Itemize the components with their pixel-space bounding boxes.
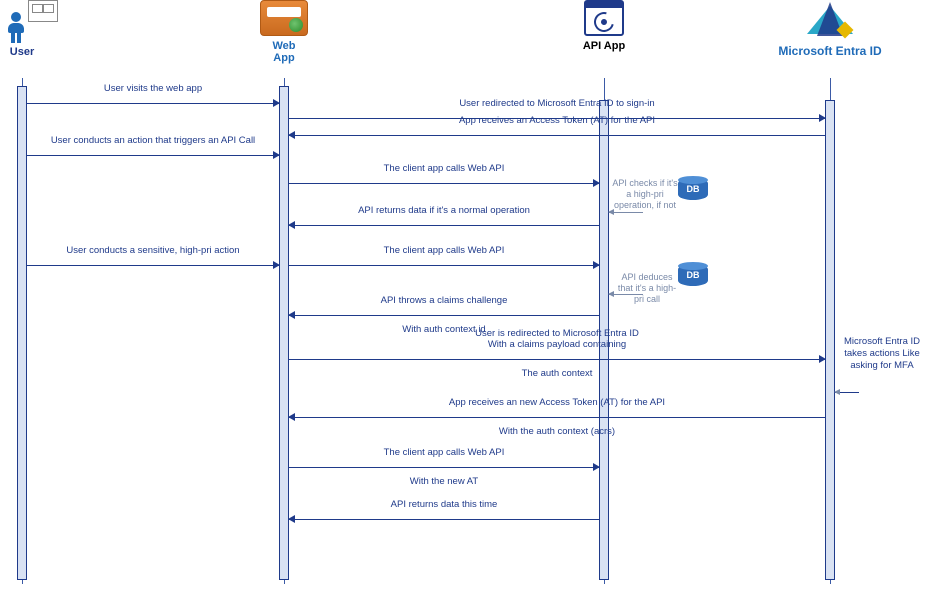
msg-return-normal: API returns data if it's a normal operat… <box>289 218 599 232</box>
participant-api: API App <box>580 0 628 52</box>
participant-entra: Microsoft Entra ID <box>768 0 892 58</box>
msg-visit: User visits the web app <box>27 96 279 110</box>
participant-label-entra: Microsoft Entra ID <box>768 44 892 58</box>
db-icon-2: DB <box>678 264 708 290</box>
msg-return-data: API returns data this time <box>289 512 599 526</box>
msg-redirect-claims: User is redirected to Microsoft Entra ID… <box>289 352 825 366</box>
activation-webapp <box>279 86 289 580</box>
note-deduce-highpri: API deduces that it's a high-pri call <box>614 272 680 305</box>
user-icon <box>2 0 62 42</box>
participant-user: User <box>2 0 42 58</box>
note-check-highpri: API checks if it's a high-pri operation,… <box>612 178 678 211</box>
msg-receive-at: App receives an Access Token (AT) for th… <box>289 128 825 142</box>
msg-call-api-2: The client app calls Web API <box>289 258 599 272</box>
msg-call-api-1: The client app calls Web API <box>289 176 599 190</box>
db-icon-1: DB <box>678 178 708 204</box>
note-arrow-side <box>835 392 859 393</box>
msg-sensitive-action: User conducts a sensitive, high-pri acti… <box>27 258 279 272</box>
msg-call-api-3: The client app calls Web APIWith the new… <box>289 460 599 474</box>
note-arrow-2 <box>609 294 643 295</box>
participant-label-webapp: Web App <box>258 40 310 64</box>
participant-webapp: Web App <box>258 0 310 64</box>
msg-action-api: User conducts an action that triggers an… <box>27 148 279 162</box>
entra-icon <box>807 0 853 40</box>
participant-label-api: API App <box>580 40 628 52</box>
msg-claims-challenge: API throws a claims challengeWith auth c… <box>289 308 599 322</box>
webapp-icon <box>260 0 308 36</box>
participant-label-user: User <box>2 46 42 58</box>
activation-entra <box>825 100 835 580</box>
note-arrow-1 <box>609 212 643 213</box>
msg-new-at: App receives an new Access Token (AT) fo… <box>289 410 825 424</box>
api-icon <box>584 0 624 36</box>
note-entra-action: Microsoft Entra ID takes actions Like as… <box>838 336 926 372</box>
activation-user <box>17 86 27 580</box>
